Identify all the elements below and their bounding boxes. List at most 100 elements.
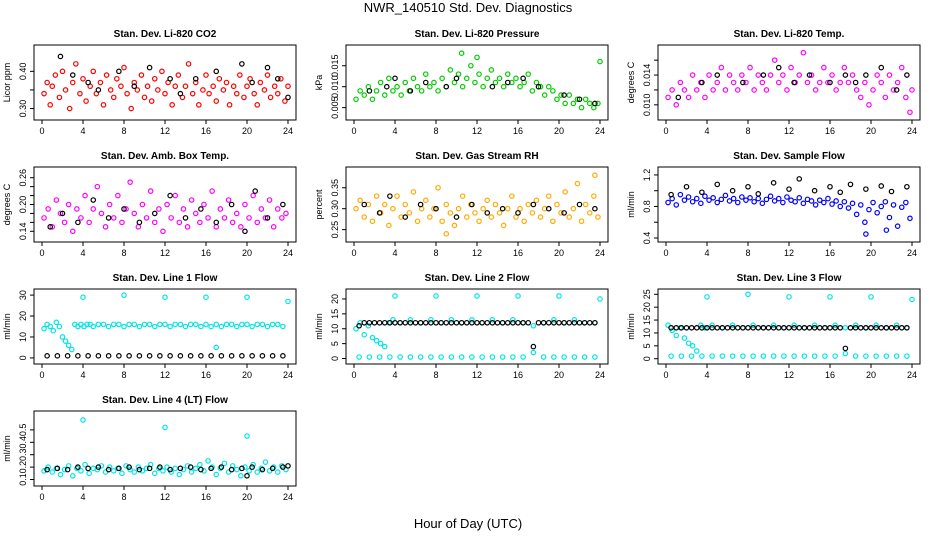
- data-point: [172, 321, 179, 328]
- y-tick-label: 0.14: [18, 223, 28, 241]
- data-point: [141, 321, 148, 328]
- data-point: [267, 94, 274, 101]
- data-point: [853, 87, 860, 93]
- x-tick-label: 12: [160, 126, 170, 136]
- chart-panel: Stan. Dev. Gas Stream RH percent 0 4 8 12 16 20…: [314, 151, 609, 258]
- data-point: [699, 324, 705, 331]
- data-point: [203, 72, 209, 78]
- data-point: [455, 71, 462, 77]
- data-point: [592, 205, 598, 212]
- data-point: [525, 71, 532, 77]
- chart-panel: Stan. Dev. Li-820 CO2 Licor ppm 0 4 8 12 16 20 2…: [2, 29, 297, 136]
- data-point: [167, 192, 173, 199]
- data-point: [175, 72, 182, 78]
- data-point: [706, 72, 712, 78]
- data-point: [668, 324, 674, 331]
- data-point: [751, 87, 757, 93]
- data-point: [852, 353, 859, 359]
- x-tick-label: 0: [39, 126, 44, 136]
- data-point: [909, 296, 915, 303]
- data-point: [242, 228, 248, 235]
- y-axis-label: degrees C: [626, 61, 636, 103]
- data-point: [98, 463, 105, 469]
- data-point: [162, 294, 168, 300]
- data-point: [261, 87, 268, 93]
- data-point: [41, 325, 47, 332]
- data-point: [863, 72, 869, 78]
- data-point: [41, 215, 47, 221]
- x-tick-label: 4: [392, 126, 397, 136]
- data-point: [857, 324, 864, 331]
- data-point: [177, 321, 184, 328]
- data-point: [893, 324, 900, 331]
- data-point: [143, 465, 150, 472]
- data-point: [428, 354, 434, 360]
- data-point: [131, 79, 138, 86]
- data-point: [755, 191, 762, 197]
- x-tick-label: 12: [160, 370, 170, 380]
- data-point: [484, 75, 491, 82]
- data-point: [225, 197, 232, 203]
- data-point: [898, 324, 905, 331]
- data-point: [180, 466, 187, 473]
- data-point: [167, 75, 173, 82]
- data-point: [433, 319, 439, 326]
- data-point: [786, 294, 792, 300]
- data-point: [702, 94, 708, 101]
- data-point: [216, 75, 223, 82]
- data-point: [845, 205, 852, 211]
- chart-panel: Stan. Dev. Amb. Box Temp. degrees C 0 4 8 12 1…: [2, 151, 297, 258]
- panel-title: Stan. Dev. Sample Flow: [733, 151, 845, 162]
- y-axis-label: Licor ppm: [2, 63, 12, 103]
- data-point: [837, 79, 844, 86]
- data-point: [845, 79, 852, 86]
- data-point: [106, 201, 113, 208]
- x-tick-label: 0: [351, 248, 356, 258]
- data-point: [162, 90, 168, 97]
- data-point: [213, 471, 220, 478]
- data-point: [121, 323, 127, 330]
- data-point: [74, 206, 80, 212]
- data-point: [592, 100, 598, 107]
- x-tick-label: 16: [201, 126, 211, 136]
- data-point: [883, 324, 890, 331]
- data-point: [144, 83, 151, 90]
- data-point: [264, 323, 271, 330]
- y-tick-label: 0.4: [18, 436, 28, 449]
- data-point: [259, 321, 266, 328]
- y-tick-label: 0: [330, 356, 340, 361]
- data-point: [595, 214, 601, 220]
- data-point: [94, 183, 101, 190]
- data-point: [578, 104, 585, 111]
- data-point: [283, 210, 289, 217]
- data-point: [90, 197, 97, 203]
- data-point: [244, 321, 250, 328]
- data-point: [496, 210, 503, 216]
- data-point: [574, 180, 581, 187]
- data-point: [704, 294, 710, 300]
- data-point: [244, 433, 250, 439]
- data-point: [714, 199, 721, 206]
- data-point: [771, 198, 778, 204]
- data-point: [698, 200, 704, 207]
- data-point: [852, 79, 859, 86]
- data-point: [556, 319, 562, 326]
- y-tick-label: 15: [330, 309, 340, 319]
- data-point: [510, 354, 516, 360]
- data-point: [64, 466, 71, 473]
- data-point: [693, 348, 700, 354]
- y-axis-label: ml/min: [626, 191, 636, 218]
- data-point: [796, 324, 803, 331]
- data-point: [597, 296, 603, 302]
- data-point: [203, 294, 209, 300]
- data-point: [673, 202, 680, 208]
- data-point: [681, 197, 688, 203]
- data-point: [136, 219, 143, 226]
- data-point: [714, 72, 721, 78]
- y-tick-label: 0.40: [18, 63, 28, 81]
- data-point: [578, 218, 585, 225]
- data-point: [808, 72, 815, 78]
- data-point: [550, 218, 556, 225]
- data-point: [812, 87, 819, 93]
- data-point: [177, 90, 184, 97]
